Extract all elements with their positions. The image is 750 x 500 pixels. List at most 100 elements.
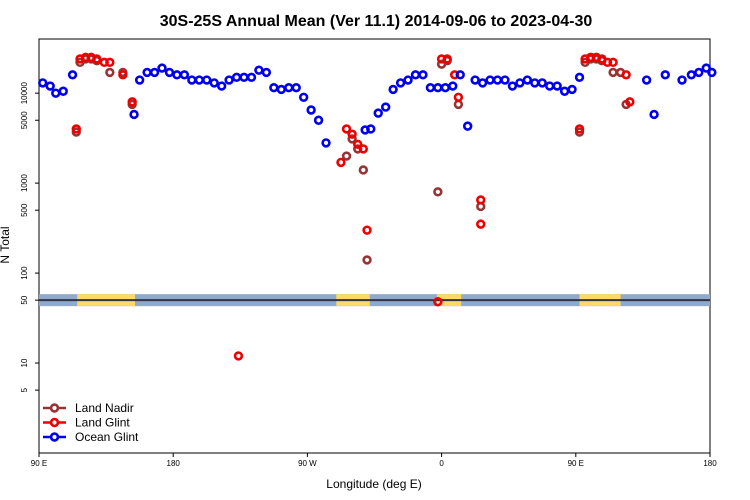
ocean-glint-point (530, 78, 540, 88)
ocean-glint-point (677, 75, 687, 85)
legend-label-land-nadir: Land Nadir (75, 401, 134, 415)
ocean-glint-point (477, 78, 488, 88)
ocean-glint-point (134, 75, 145, 85)
ocean-glint-point (179, 70, 190, 80)
legend-marker-land-glint (49, 417, 60, 428)
y-tick-label: 1000 (20, 174, 29, 192)
ocean-glint-point (470, 75, 480, 85)
land-nadir-point (453, 99, 464, 110)
ocean-glint-point (448, 81, 458, 91)
ocean-glint-point (239, 72, 249, 83)
land-glint-point (476, 219, 486, 229)
ocean-glint-point (321, 138, 331, 148)
ocean-glint-point (701, 63, 711, 73)
ocean-glint-point (172, 70, 182, 80)
land-glint-point (127, 97, 137, 107)
legend-label-land-glint: Land Glint (75, 416, 130, 430)
land-glint-point (341, 124, 352, 134)
y-axis: 5 10 50 100 500 1000 5000 10000 (20, 81, 39, 392)
ocean-glint-point (142, 67, 152, 78)
plot-frame (38, 38, 711, 454)
land-glint-point (105, 57, 115, 68)
ocean-glint-point (507, 81, 518, 91)
ocean-glint-point (492, 75, 503, 85)
ocean-glint-point (707, 67, 717, 78)
ocean-glint-point (224, 75, 234, 85)
ocean-glint-point (660, 70, 670, 80)
ocean-glint-point (231, 72, 242, 83)
land-glint-point (476, 195, 486, 205)
ocean-glint-point (433, 83, 443, 93)
ocean-glint-point (686, 70, 697, 80)
x-axis-label: Longitude (deg E) (326, 477, 421, 491)
x-tick-label: 90 E (568, 459, 584, 468)
y-tick-label: 5000 (20, 111, 29, 129)
y-tick-label: 10 (20, 358, 29, 367)
ocean-glint-point (574, 72, 585, 83)
ocean-glint-point (515, 78, 525, 88)
ocean-glint-point (545, 81, 555, 91)
land-glint-point (442, 54, 452, 64)
legend-label-ocean-glint: Ocean Glint (75, 430, 139, 444)
ocean-glint-point (45, 81, 55, 91)
land-glint-point (233, 351, 244, 361)
land-nadir-point (105, 67, 115, 78)
ocean-glint-point (567, 84, 577, 95)
land-glint-point (453, 92, 464, 102)
x-tick-label: 0 (439, 459, 444, 468)
ocean-glint-point (149, 67, 160, 78)
land-nadir-point (362, 255, 372, 265)
ocean-glint-point (51, 88, 61, 98)
x-tick-label: 180 (167, 459, 181, 468)
land-nadir-point (358, 165, 369, 175)
land-glint-point (433, 297, 443, 307)
land-glint-point (92, 54, 102, 64)
land-nadir-point (433, 187, 443, 197)
x-tick-label: 90 E (31, 459, 47, 468)
y-tick-label: 10000 (20, 81, 29, 104)
land-glint-point (621, 70, 631, 80)
ocean-glint-point (395, 78, 406, 88)
ocean-glint-point (291, 83, 301, 93)
ocean-glint-point (522, 75, 533, 85)
ocean-glint-point (559, 86, 570, 96)
land-glint-point (118, 70, 128, 80)
ocean-glint-point (537, 78, 547, 88)
land-glint-point (347, 129, 357, 139)
land-glint-point (574, 124, 585, 134)
ocean-glint-point (284, 83, 294, 93)
ocean-glint-point (410, 70, 421, 80)
y-tick-label: 50 (20, 295, 29, 304)
land-glint-point (625, 97, 635, 107)
legend-marker-ocean-glint (49, 432, 60, 442)
ocean-glint-point (649, 109, 659, 120)
land-nadir-point (341, 151, 352, 161)
ocean-glint-point (129, 109, 139, 120)
y-axis-label: N Total (0, 226, 12, 263)
y-tick-label: 100 (20, 266, 29, 280)
land-nadir-point (608, 67, 618, 78)
data-points (38, 52, 717, 361)
ocean-glint-point (366, 124, 376, 134)
x-axis: 90 E 180 90 W 0 90 E 180 (31, 453, 717, 468)
y-tick-label: 5 (20, 387, 29, 392)
ocean-glint-point (380, 102, 391, 112)
ocean-glint-point (67, 70, 78, 80)
land-glint-point (336, 157, 346, 168)
ocean-glint-point (187, 75, 197, 85)
land-glint-point (71, 124, 81, 134)
ocean-glint-point (209, 78, 219, 88)
ocean-glint-point (276, 84, 287, 95)
land-glint-point (362, 225, 372, 235)
chart-title: 30S-25S Annual Mean (Ver 11.1) 2014-09-0… (160, 13, 593, 30)
land-glint-point (358, 144, 369, 154)
ocean-glint-point (157, 63, 167, 73)
land-glint-point (353, 139, 363, 150)
ocean-glint-point (440, 83, 451, 93)
ocean-glint-point (485, 75, 495, 85)
ocean-glint-point (462, 121, 473, 131)
ocean-glint-point (261, 67, 272, 78)
ocean-glint-point (269, 83, 279, 93)
ocean-glint-point (641, 75, 652, 85)
ocean-glint-point (694, 67, 704, 78)
